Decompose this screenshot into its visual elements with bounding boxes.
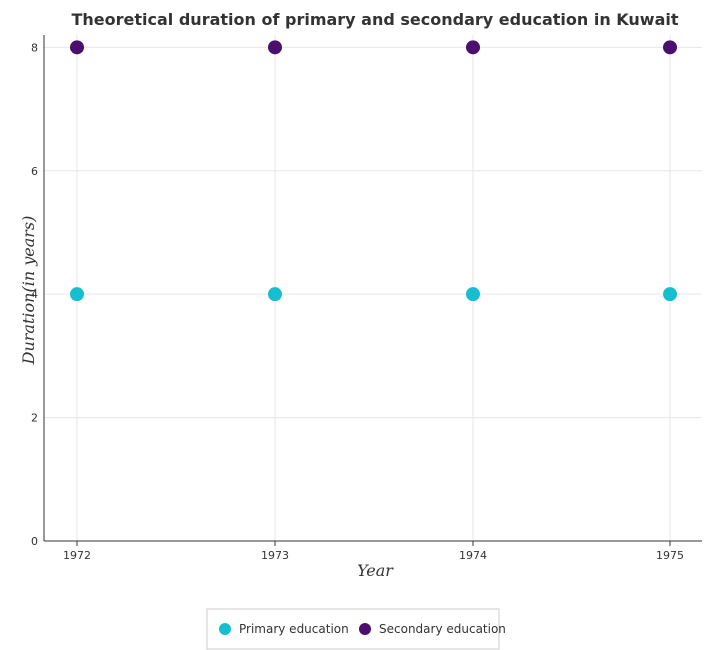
grid-lines xyxy=(44,35,702,542)
x-tick-label: 1972 xyxy=(63,549,91,562)
x-tick-label: 1975 xyxy=(656,549,684,562)
data-point-primary xyxy=(663,287,677,302)
data-point-primary xyxy=(268,287,282,302)
data-point-secondary xyxy=(70,40,84,55)
legend-label-secondary: Secondary education xyxy=(379,622,506,636)
y-axis-label: Duration(in years) xyxy=(19,216,38,366)
x-axis-label: Year xyxy=(357,561,394,580)
y-tick-label: 4 xyxy=(31,288,38,301)
legend: Primary education Secondary education xyxy=(206,608,506,650)
legend-marker-secondary xyxy=(359,623,371,635)
data-point-primary xyxy=(466,287,480,302)
y-tick-label: 0 xyxy=(31,535,38,548)
chart-title: Theoretical duration of primary and seco… xyxy=(71,10,678,29)
y-tick-labels: 0 2 4 6 8 xyxy=(31,41,38,548)
axes xyxy=(43,35,702,546)
data-point-primary xyxy=(70,287,84,302)
legend-box xyxy=(206,608,500,650)
x-tick-label: 1973 xyxy=(261,549,289,562)
data-points xyxy=(70,40,677,302)
x-tick-labels: 1972 1973 1974 1975 xyxy=(63,549,684,562)
legend-marker-primary xyxy=(219,623,231,635)
data-point-secondary xyxy=(466,40,480,55)
y-tick-label: 6 xyxy=(31,165,38,178)
data-point-secondary xyxy=(663,40,677,55)
legend-label-primary: Primary education xyxy=(239,622,349,636)
x-tick-label: 1974 xyxy=(459,549,487,562)
data-point-secondary xyxy=(268,40,282,55)
y-tick-label: 8 xyxy=(31,41,38,54)
y-tick-label: 2 xyxy=(31,412,38,425)
